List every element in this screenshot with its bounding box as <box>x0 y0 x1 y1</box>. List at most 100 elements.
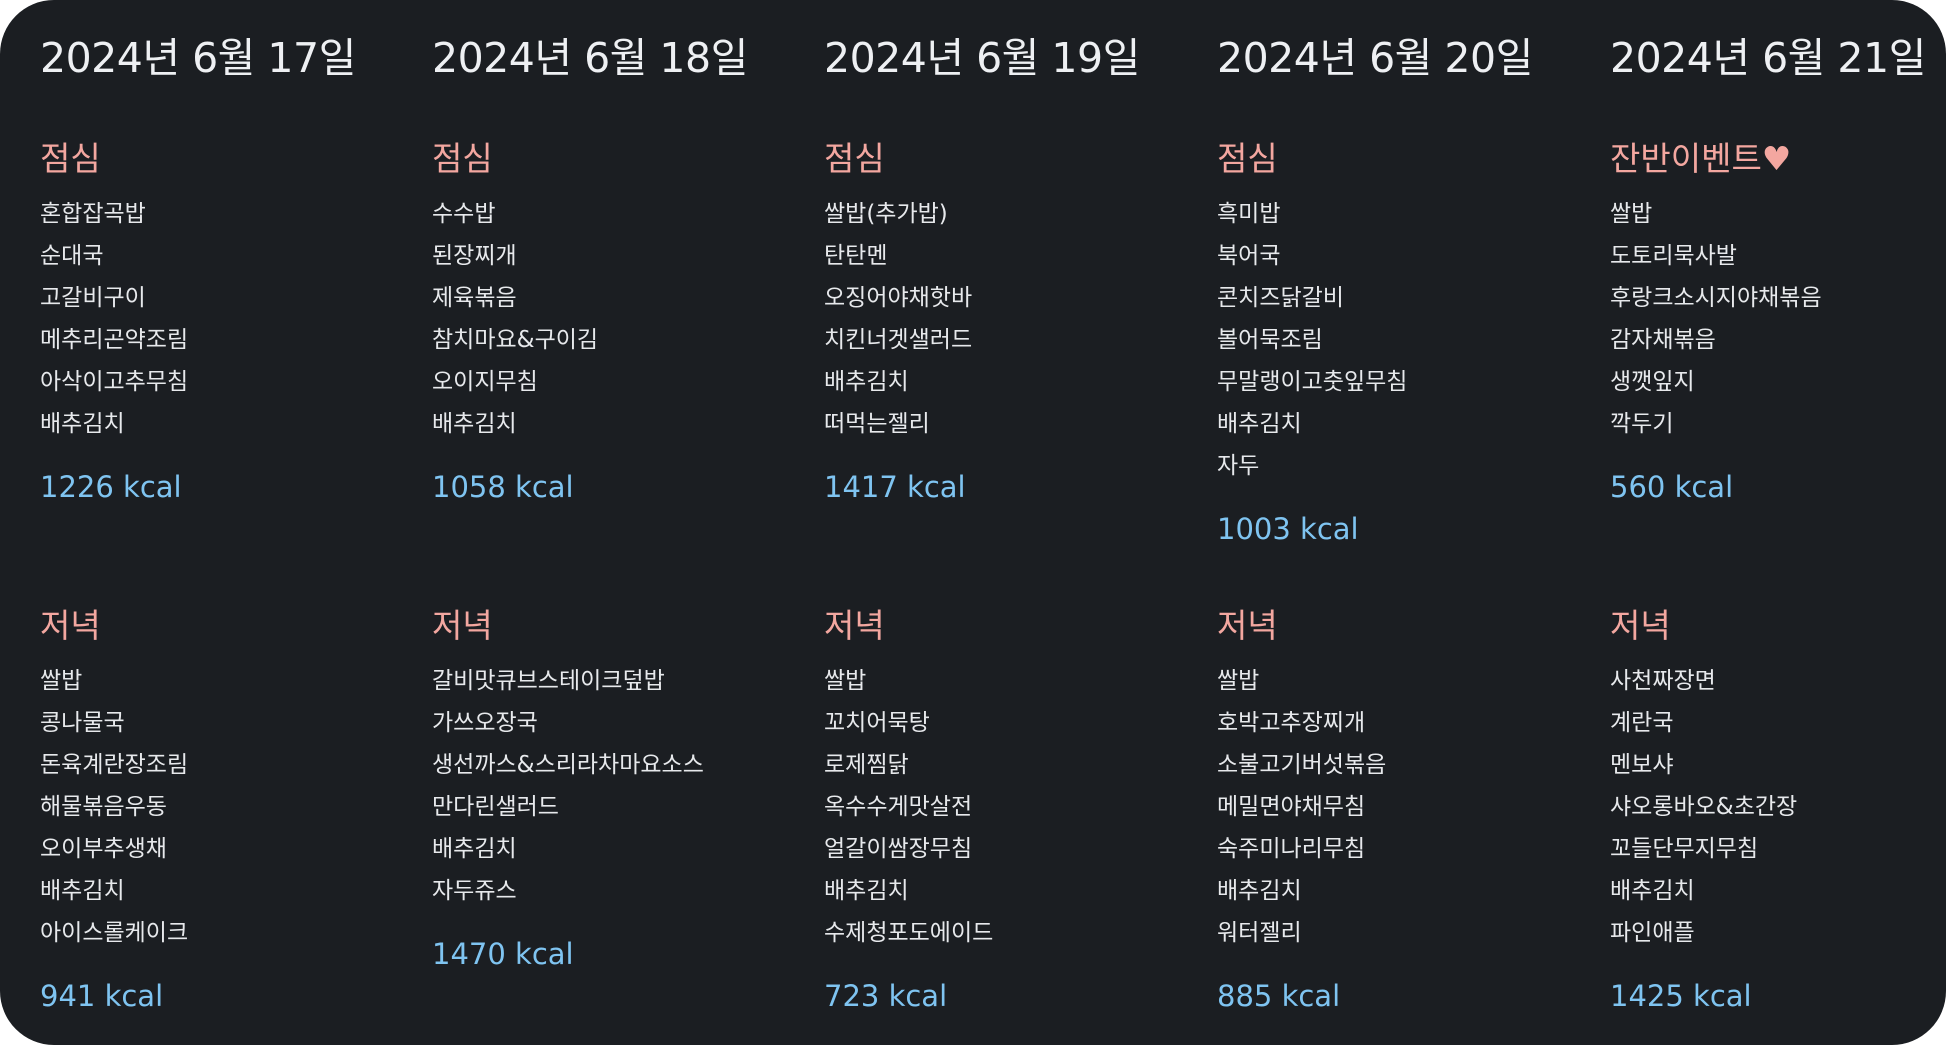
menu-item: 샤오롱바오&초간장 <box>1610 794 1798 820</box>
calorie-total: 1470 kcal <box>432 937 574 971</box>
calorie-total: 885 kcal <box>1217 979 1341 1013</box>
menu-item: 배추김치 <box>824 878 909 904</box>
meal-title-lunch: 점심 <box>824 139 885 178</box>
menu-list: 쌀밥 콩나물국 돈육계란장조림 해물볶음우동 오이부추생채 배추김치 아이스롤케… <box>40 660 188 954</box>
day-date: 2024년 6월 20일 <box>1217 34 1533 82</box>
menu-item: 배추김치 <box>40 878 125 904</box>
meal-title-dinner: 저녁 <box>432 606 493 645</box>
menu-item: 배추김치 <box>40 411 125 437</box>
day-date: 2024년 6월 17일 <box>40 34 356 82</box>
meal-title-dinner: 저녁 <box>1217 606 1278 645</box>
day-date: 2024년 6월 18일 <box>432 34 748 82</box>
menu-item: 깍두기 <box>1610 411 1674 437</box>
calorie-total: 1417 kcal <box>824 470 966 504</box>
menu-item: 배추김치 <box>1217 878 1302 904</box>
menu-item: 소불고기버섯볶음 <box>1217 752 1387 778</box>
day-date: 2024년 6월 19일 <box>824 34 1140 82</box>
menu-item: 꼬치어묵탕 <box>824 710 930 736</box>
menu-item: 오이부추생채 <box>40 836 167 862</box>
menu-list: 쌀밥 호박고추장찌개 소불고기버섯볶음 메밀면야채무침 숙주미나리무침 배추김치… <box>1217 660 1386 954</box>
menu-item: 해물볶음우동 <box>40 794 167 820</box>
menu-item: 호박고추장찌개 <box>1217 710 1366 736</box>
menu-item: 후랑크소시지야채볶음 <box>1610 285 1822 311</box>
menu-list: 쌀밥(추가밥) 탄탄멘 오징어야채핫바 치킨너겟샐러드 배추김치 떠먹는젤리 <box>824 193 972 445</box>
menu-item: 된장찌개 <box>432 243 517 269</box>
menu-item: 오징어야채핫바 <box>824 285 973 311</box>
menu-item: 혼합잡곡밥 <box>40 201 146 227</box>
menu-item: 가쓰오장국 <box>432 710 538 736</box>
menu-item: 자두 <box>1217 453 1260 479</box>
menu-list: 쌀밥 도토리묵사발 후랑크소시지야채볶음 감자채볶음 생깻잎지 깍두기 <box>1610 193 1822 445</box>
menu-item: 배추김치 <box>824 369 909 395</box>
calorie-total: 941 kcal <box>40 979 164 1013</box>
menu-item: 북어국 <box>1217 243 1281 269</box>
menu-item: 배추김치 <box>1217 411 1302 437</box>
menu-item: 쌀밥 <box>1610 201 1653 227</box>
calorie-total: 1226 kcal <box>40 470 182 504</box>
menu-item: 메밀면야채무침 <box>1217 794 1366 820</box>
menu-item: 쌀밥 <box>1217 668 1260 694</box>
menu-item: 오이지무침 <box>432 369 538 395</box>
meal-title-dinner: 저녁 <box>1610 606 1671 645</box>
menu-list: 흑미밥 북어국 콘치즈닭갈비 볼어묵조림 무말랭이고춧잎무침 배추김치 자두 <box>1217 193 1407 487</box>
menu-item: 숙주미나리무침 <box>1217 836 1366 862</box>
menu-item: 수수밥 <box>432 201 496 227</box>
menu-item: 볼어묵조림 <box>1217 327 1323 353</box>
menu-item: 계란국 <box>1610 710 1674 736</box>
menu-item: 쌀밥(추가밥) <box>824 201 948 227</box>
menu-item: 탄탄멘 <box>824 243 888 269</box>
meal-title-dinner: 저녁 <box>824 606 885 645</box>
menu-item: 치킨너겟샐러드 <box>824 327 973 353</box>
menu-item: 쌀밥 <box>824 668 867 694</box>
menu-item: 생선까스&스리라차마요소스 <box>432 752 704 778</box>
meal-title-dinner: 저녁 <box>40 606 101 645</box>
menu-item: 메추리곤약조림 <box>40 327 189 353</box>
menu-item: 얼갈이쌈장무침 <box>824 836 973 862</box>
calorie-total: 723 kcal <box>824 979 948 1013</box>
meal-title-lunch: 점심 <box>1217 139 1278 178</box>
meal-title-lunch: 점심 <box>432 139 493 178</box>
menu-item: 로제찜닭 <box>824 752 909 778</box>
menu-item: 사천짜장면 <box>1610 668 1716 694</box>
menu-item: 떠먹는젤리 <box>824 411 930 437</box>
menu-item: 자두쥬스 <box>432 878 517 904</box>
menu-item: 순대국 <box>40 243 104 269</box>
menu-item: 생깻잎지 <box>1610 369 1695 395</box>
meal-title-lunch: 잔반이벤트♥ <box>1610 139 1792 178</box>
menu-item: 수제청포도에이드 <box>824 920 994 946</box>
menu-item: 참치마요&구이김 <box>432 327 599 353</box>
menu-item: 배추김치 <box>432 836 517 862</box>
menu-item: 고갈비구이 <box>40 285 146 311</box>
menu-item: 무말랭이고춧잎무침 <box>1217 369 1408 395</box>
calorie-total: 1058 kcal <box>432 470 574 504</box>
menu-list: 사천짜장면 계란국 멘보샤 샤오롱바오&초간장 꼬들단무지무침 배추김치 파인애… <box>1610 660 1797 954</box>
menu-item: 배추김치 <box>432 411 517 437</box>
menu-item: 꼬들단무지무침 <box>1610 836 1759 862</box>
menu-item: 돈육계란장조림 <box>40 752 189 778</box>
menu-item: 흑미밥 <box>1217 201 1281 227</box>
menu-list: 혼합잡곡밥 순대국 고갈비구이 메추리곤약조림 아삭이고추무침 배추김치 <box>40 193 188 445</box>
menu-list: 수수밥 된장찌개 제육볶음 참치마요&구이김 오이지무침 배추김치 <box>432 193 598 445</box>
menu-item: 아삭이고추무침 <box>40 369 189 395</box>
menu-item: 콘치즈닭갈비 <box>1217 285 1344 311</box>
menu-item: 갈비맛큐브스테이크덮밥 <box>432 668 665 694</box>
menu-item: 콩나물국 <box>40 710 125 736</box>
menu-item: 감자채볶음 <box>1610 327 1716 353</box>
calorie-total: 560 kcal <box>1610 470 1734 504</box>
calorie-total: 1425 kcal <box>1610 979 1752 1013</box>
menu-list: 갈비맛큐브스테이크덮밥 가쓰오장국 생선까스&스리라차마요소스 만다린샐러드 배… <box>432 660 704 912</box>
menu-item: 옥수수게맛살전 <box>824 794 973 820</box>
menu-item: 도토리묵사발 <box>1610 243 1737 269</box>
calorie-total: 1003 kcal <box>1217 512 1359 546</box>
menu-item: 멘보샤 <box>1610 752 1674 778</box>
menu-item: 만다린샐러드 <box>432 794 559 820</box>
meal-title-lunch: 점심 <box>40 139 101 178</box>
menu-list: 쌀밥 꼬치어묵탕 로제찜닭 옥수수게맛살전 얼갈이쌈장무침 배추김치 수제청포도… <box>824 660 993 954</box>
menu-item: 배추김치 <box>1610 878 1695 904</box>
menu-item: 쌀밥 <box>40 668 83 694</box>
menu-item: 아이스롤케이크 <box>40 920 189 946</box>
menu-item: 워터젤리 <box>1217 920 1302 946</box>
menu-item: 파인애플 <box>1610 920 1695 946</box>
menu-item: 제육볶음 <box>432 285 517 311</box>
